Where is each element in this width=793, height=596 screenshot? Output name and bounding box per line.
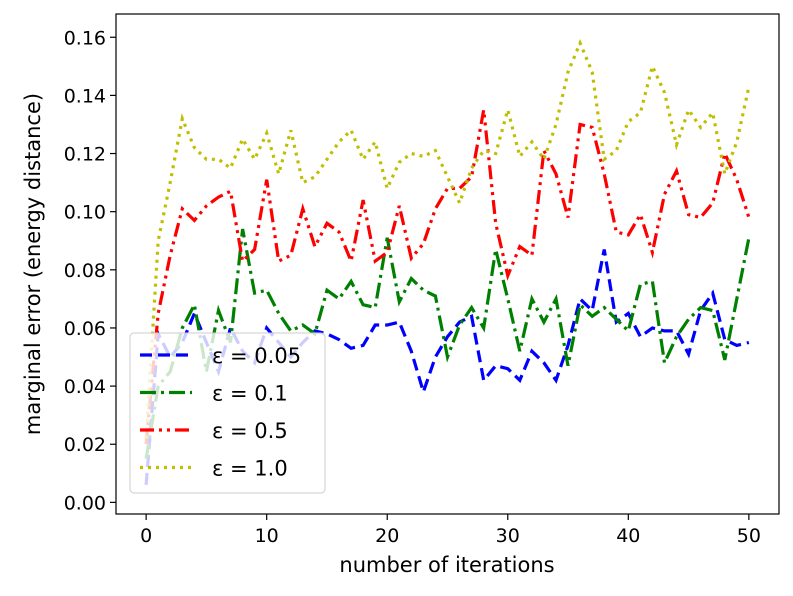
series-line-2 [144, 109, 751, 445]
legend-box [129, 332, 326, 494]
y-tick-label: 0.02 [64, 434, 106, 456]
x-axis-label: number of iterations [339, 553, 554, 577]
legend-label-3: ε = 1.0 [212, 457, 288, 481]
y-tick-label: 0.04 [64, 376, 106, 398]
y-tick-label: 0.06 [64, 318, 106, 340]
y-tick-label: 0.10 [64, 202, 106, 224]
axis-ticks: 0 10 20 30 40 50 0.00 0.02 0.04 0.06 0.08 0.10 0.12 0… [64, 27, 761, 547]
x-tick-label: 40 [616, 525, 640, 547]
legend-label-2: ε = 0.5 [212, 419, 288, 443]
plot-frame [115, 13, 780, 515]
series-line-1 [144, 228, 751, 460]
x-tick-label: 50 [737, 525, 761, 547]
y-tick-label: 0.00 [64, 492, 106, 514]
y-tick-label: 0.14 [64, 85, 106, 107]
y-tick-label: 0.08 [64, 260, 106, 282]
x-tick-label: 20 [375, 525, 399, 547]
y-tick-label: 0.16 [64, 27, 106, 49]
legend-label-0: ε = 0.05 [212, 344, 301, 368]
x-tick-label: 30 [496, 525, 520, 547]
x-tick-label: 10 [255, 525, 279, 547]
x-tick-label: 0 [140, 525, 152, 547]
legend-label-1: ε = 0.1 [212, 382, 288, 406]
legend: ε = 0.05 ε = 0.1 ε = 0.5 ε = 1.0 [129, 332, 326, 494]
y-axis-label: marginal error (energy distance) [21, 93, 45, 435]
y-tick-label: 0.12 [64, 144, 106, 166]
